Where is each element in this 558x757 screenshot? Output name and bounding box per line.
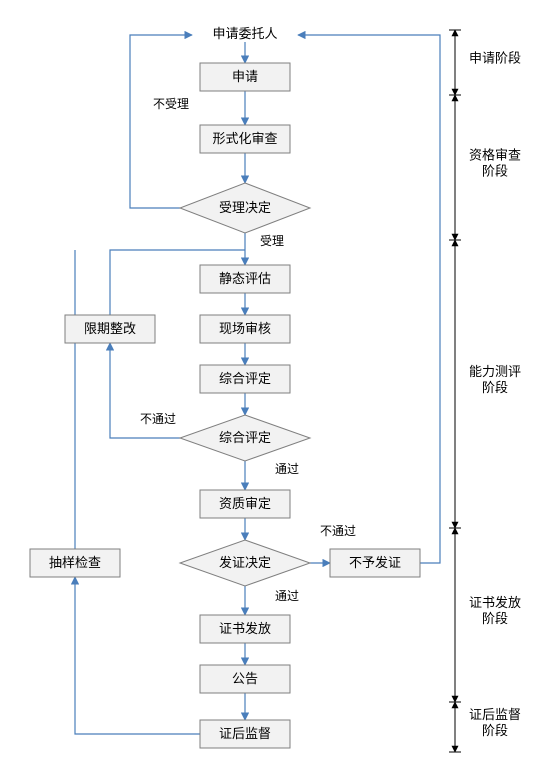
node-label: 证书发放 (219, 621, 271, 636)
node-label: 静态评估 (219, 271, 271, 286)
edge-label: 不通过 (320, 524, 356, 538)
phase-label: 资格审查阶段 (469, 148, 521, 179)
node-label: 发证决定 (219, 555, 271, 570)
phase-label: 证后监督阶段 (469, 707, 521, 738)
edge (75, 577, 200, 734)
edge-label: 不通过 (140, 412, 176, 426)
node-label: 形式化审查 (212, 131, 277, 146)
node-label: 限期整改 (84, 321, 136, 336)
flow-nodes: 申请委托人申请形式化审查受理决定静态评估现场审核综合评定综合评定资质审定限期整改… (30, 26, 420, 748)
node-label: 公告 (232, 671, 258, 686)
node-start: 申请委托人 (212, 26, 277, 41)
node-label: 综合评定 (219, 371, 271, 386)
edge-label: 不受理 (153, 97, 189, 111)
node-label: 综合评定 (219, 430, 271, 445)
node-label: 受理决定 (219, 200, 271, 215)
edge-label: 受理 (260, 234, 284, 248)
node-label: 证后监督 (219, 726, 271, 741)
phase-label: 证书发放阶段 (469, 595, 521, 626)
edge (298, 35, 440, 563)
node-label: 现场审核 (219, 321, 271, 336)
node-label: 抽样检查 (49, 555, 101, 570)
phase-brackets: 申请阶段资格审查阶段能力测评阶段证书发放阶段证后监督阶段 (449, 30, 521, 752)
node-label: 申请 (232, 69, 258, 84)
edge-label: 通过 (275, 462, 299, 476)
flowchart-svg: 申请阶段资格审查阶段能力测评阶段证书发放阶段证后监督阶段 受理不受理通过不通过通… (0, 0, 558, 757)
edge (130, 35, 192, 208)
phase-label: 能力测评阶段 (469, 364, 521, 395)
edge-label: 通过 (275, 589, 299, 603)
node-label: 不予发证 (349, 555, 401, 570)
node-label: 资质审定 (219, 496, 271, 511)
phase-label: 申请阶段 (469, 51, 521, 66)
